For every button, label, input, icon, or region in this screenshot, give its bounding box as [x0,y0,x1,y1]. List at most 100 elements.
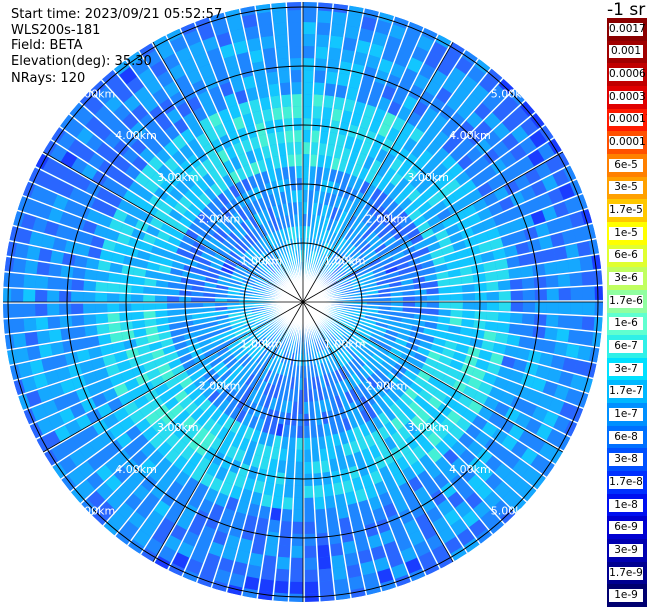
scan-gate [504,345,519,358]
ray-gap [302,164,571,303]
scan-gate [98,160,115,176]
scan-gate [341,334,353,345]
scan-gate [478,241,492,254]
scan-gate [239,257,251,268]
colorbar-tick-label: 0.00017 [609,113,647,127]
scan-gate [206,201,220,215]
scan-gate [431,410,446,425]
scan-gate [347,375,358,389]
scan-gate [3,256,15,272]
azimuth-spoke [302,301,564,453]
scan-gate [179,376,193,389]
scan-gate [240,313,253,319]
scan-gate [313,473,323,486]
scan-gate [239,2,256,17]
scan-gate [348,465,360,480]
scan-gate [59,291,72,302]
scan-gate [426,506,443,523]
scan-gate [333,2,349,14]
scan-gate [191,308,204,314]
scan-gate [366,254,379,264]
scan-gate [326,144,336,157]
scan-gate [149,217,164,230]
scan-gate [207,266,221,275]
scan-gate [547,136,566,155]
scan-gate [199,398,212,412]
scan-gate [108,167,125,183]
scan-gate [158,545,176,563]
scan-gate [253,147,264,162]
scan-gate [189,451,203,467]
scan-gate [107,282,120,293]
range-ring-label: 2.00km [366,213,408,226]
scan-gate [326,385,334,399]
scan-gate [278,544,291,558]
scan-gate [296,437,303,450]
scan-gate [277,387,285,400]
scan-gate [377,163,390,178]
scan-gate [131,450,148,466]
scan-gate [293,509,303,522]
scan-gate [275,217,283,230]
scan-gate [478,349,493,362]
scan-gate [370,187,383,202]
scan-gate [168,208,183,222]
scan-gate [438,294,451,301]
scan-gate [326,280,338,288]
scan-gate [139,113,156,130]
scan-gate [91,198,107,213]
start-time-label: Start time: 2023/09/21 05:52:57 [11,7,223,22]
scan-gate [532,326,546,339]
scan-gate [42,157,60,175]
scan-gate [268,232,277,245]
scan-gate [119,67,137,85]
scan-gate [324,348,333,361]
scan-gate [265,357,274,370]
scan-gate [477,182,493,197]
scan-gate [138,68,156,86]
scan-gate [378,297,391,302]
scan-gate [247,202,257,216]
scan-gate [332,11,347,26]
scan-gate [321,204,329,217]
scan-gate [287,2,301,11]
scan-gate [521,401,537,417]
scan-gate [160,179,175,194]
scan-gate [55,224,71,239]
scan-gate [220,43,235,59]
scan-gate [117,199,133,213]
scan-gate [531,180,547,197]
scan-gate [155,279,169,288]
scan-gate [294,485,303,498]
scan-gate [492,140,509,158]
scan-gate [434,425,449,440]
colorbar-tick-label: 1e-9 [609,589,643,603]
scan-gate [276,46,289,60]
scan-gate [419,63,436,80]
scan-gate [435,456,451,472]
scan-gate [422,107,438,124]
scan-gate [161,490,177,507]
scan-gate [135,502,153,519]
scan-gate [489,352,504,365]
scan-gate [389,487,403,503]
scan-gate [483,396,499,411]
scan-gate [189,41,206,58]
scan-gate [147,122,164,139]
scan-gate [173,202,188,215]
scan-gate [344,363,355,376]
scan-gate [541,248,556,263]
scan-gate [71,303,84,315]
scan-gate [293,389,299,402]
scan-gate [263,395,273,409]
scan-gate [456,103,473,120]
scan-gate [176,347,190,358]
scan-gate [274,272,285,283]
scan-gate [353,310,367,315]
scan-gate [234,448,246,463]
scan-gate [348,575,364,591]
scan-gate [37,417,54,435]
scan-gate [356,260,369,270]
scan-gate [408,476,423,492]
scan-gate [419,438,435,454]
